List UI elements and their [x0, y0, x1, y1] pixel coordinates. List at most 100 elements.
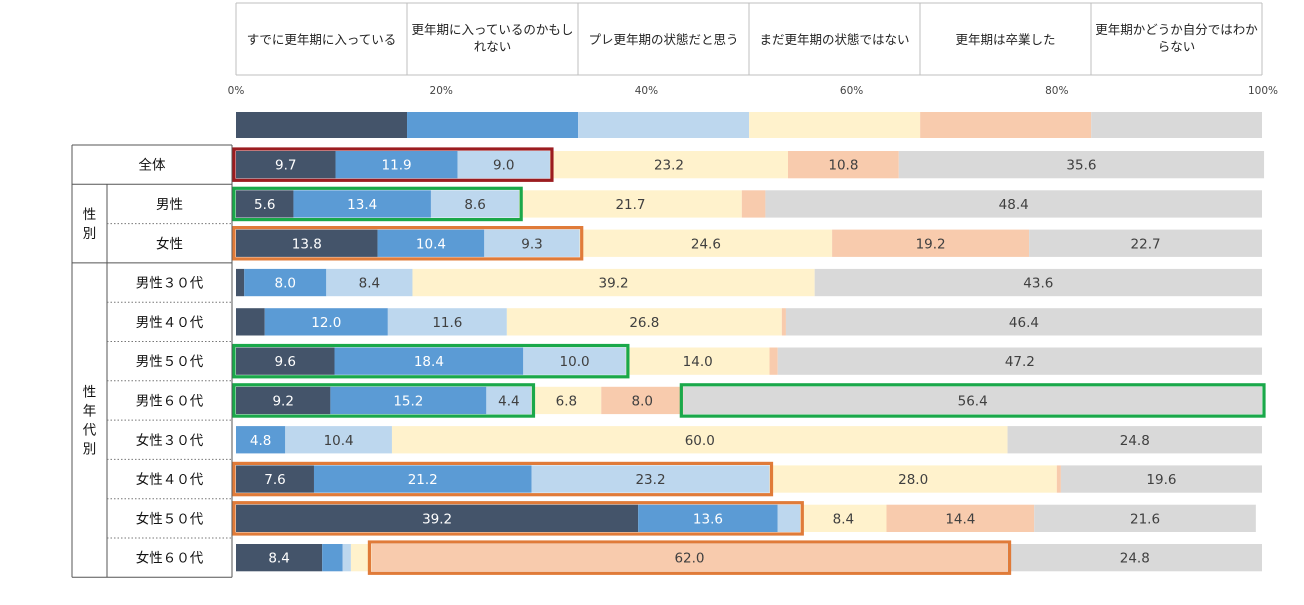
data-label: 9.3 — [521, 236, 542, 252]
highlight-frame — [232, 147, 554, 182]
legend-bar-segment — [407, 112, 579, 138]
bar-segment — [457, 151, 550, 179]
bar-segment — [486, 386, 532, 415]
data-label: 4.4 — [498, 393, 519, 409]
x-tick-label: 40% — [635, 85, 658, 97]
bar-segment — [412, 268, 815, 297]
bar-segment — [236, 544, 323, 572]
bar-segment — [769, 465, 1057, 493]
bar-segment — [549, 151, 788, 179]
bars: 9.7 11.9 9.0 23.2 10.8 35.6 5.6 13.4 8.6 21.7 48.4… — [236, 151, 1265, 572]
bar-segment — [506, 308, 782, 336]
bar-segment — [293, 190, 431, 218]
bar-segment — [236, 190, 294, 218]
group-label-char: 性 — [83, 385, 97, 401]
bar-segment — [335, 151, 458, 179]
bar-segment — [1007, 544, 1262, 572]
group-label-char: 性 — [83, 207, 97, 223]
data-label: 8.0 — [632, 393, 653, 409]
data-label: 13.4 — [347, 197, 377, 213]
data-label: 13.8 — [292, 236, 322, 252]
bar-segment — [313, 465, 532, 493]
row-label: 女性３０代 — [136, 432, 204, 449]
group-label-char: 代 — [83, 423, 97, 439]
row-label: 男性５０代 — [136, 354, 204, 370]
highlight-frame — [232, 501, 804, 536]
bar-segment — [787, 151, 899, 179]
bar-segment — [765, 190, 1262, 218]
bar-segment — [236, 268, 245, 297]
data-label: 43.6 — [1023, 276, 1053, 292]
bar-segment — [1007, 426, 1262, 454]
highlight-frames — [232, 147, 1266, 575]
data-label: 5.6 — [254, 197, 275, 213]
data-label: 9.6 — [275, 354, 296, 370]
highlight-frame — [232, 186, 523, 222]
bar-segment — [342, 544, 351, 572]
data-label: 19.2 — [916, 236, 946, 252]
data-label: 8.6 — [464, 197, 485, 213]
data-label: 47.2 — [1005, 354, 1035, 370]
data-label: 7.6 — [264, 472, 285, 488]
data-label: 8.4 — [268, 551, 289, 567]
data-label: 26.8 — [629, 315, 659, 331]
bar-segment — [1029, 229, 1262, 257]
row-label: 全体 — [139, 157, 166, 174]
highlight-frame — [679, 383, 1266, 418]
x-axis-ticks: 0% 20% 40% 60% 80% 100% — [228, 85, 1278, 97]
data-label: 11.9 — [382, 158, 412, 174]
data-label: 21.2 — [408, 472, 438, 488]
bar-segment — [244, 268, 327, 297]
highlight-frame — [232, 226, 584, 261]
data-label: 21.7 — [615, 197, 645, 213]
row-label: 女性５０代 — [136, 510, 204, 527]
legend-bar-segment — [578, 112, 750, 138]
bar-segment — [334, 347, 524, 375]
bar-segment — [683, 386, 1262, 415]
data-label: 9.0 — [493, 158, 514, 174]
data-label: 24.6 — [691, 236, 721, 252]
data-label: 10.0 — [560, 354, 590, 370]
bar-segment — [800, 504, 887, 532]
legend-item-2: プレ更年期の状態だと思う — [588, 32, 738, 47]
data-label: 6.8 — [556, 393, 577, 409]
bar-segment — [330, 386, 487, 415]
bar-segment — [387, 308, 507, 336]
bar-segment — [741, 190, 766, 218]
bar-segment — [236, 465, 314, 493]
data-label: 14.4 — [945, 511, 975, 527]
legend-bar-segment — [920, 112, 1092, 138]
bar-segment — [781, 308, 786, 336]
bar-segment — [377, 229, 485, 257]
data-label: 14.0 — [683, 354, 713, 370]
legend-item-1: 更年期に入っているのかもしれない — [412, 22, 574, 54]
legend-item-5: 更年期かどうか自分ではわからない — [1095, 22, 1258, 54]
x-tick-label: 20% — [430, 85, 453, 97]
bar-segment — [601, 386, 684, 415]
data-label: 46.4 — [1009, 315, 1039, 331]
bar-segment — [236, 386, 331, 415]
bar-segment — [236, 151, 336, 179]
bar-segment — [264, 308, 388, 336]
bar-segment — [350, 544, 372, 572]
legend-bar-segment — [236, 112, 408, 138]
bar-segment — [236, 229, 378, 257]
bar-segment — [236, 308, 265, 336]
data-label: 11.6 — [432, 315, 462, 331]
bar-segment — [523, 347, 626, 375]
bar-segment — [814, 268, 1262, 297]
row-label: 女性 — [156, 235, 183, 252]
data-label: 60.0 — [685, 433, 715, 449]
data-label: 15.2 — [393, 393, 423, 409]
bar-segment — [785, 308, 1262, 336]
bar-segment — [769, 347, 778, 375]
data-label: 10.4 — [416, 236, 446, 252]
row-label: 男性４０代 — [136, 315, 204, 331]
bar-segment — [430, 190, 520, 218]
legend-bar-segment — [749, 112, 921, 138]
bar-segment — [531, 386, 602, 415]
bar-segment — [638, 504, 778, 532]
row-labels: 性別性年代別全体男性女性男性３０代男性４０代男性５０代男性６０代女性３０代女性４… — [83, 157, 204, 567]
